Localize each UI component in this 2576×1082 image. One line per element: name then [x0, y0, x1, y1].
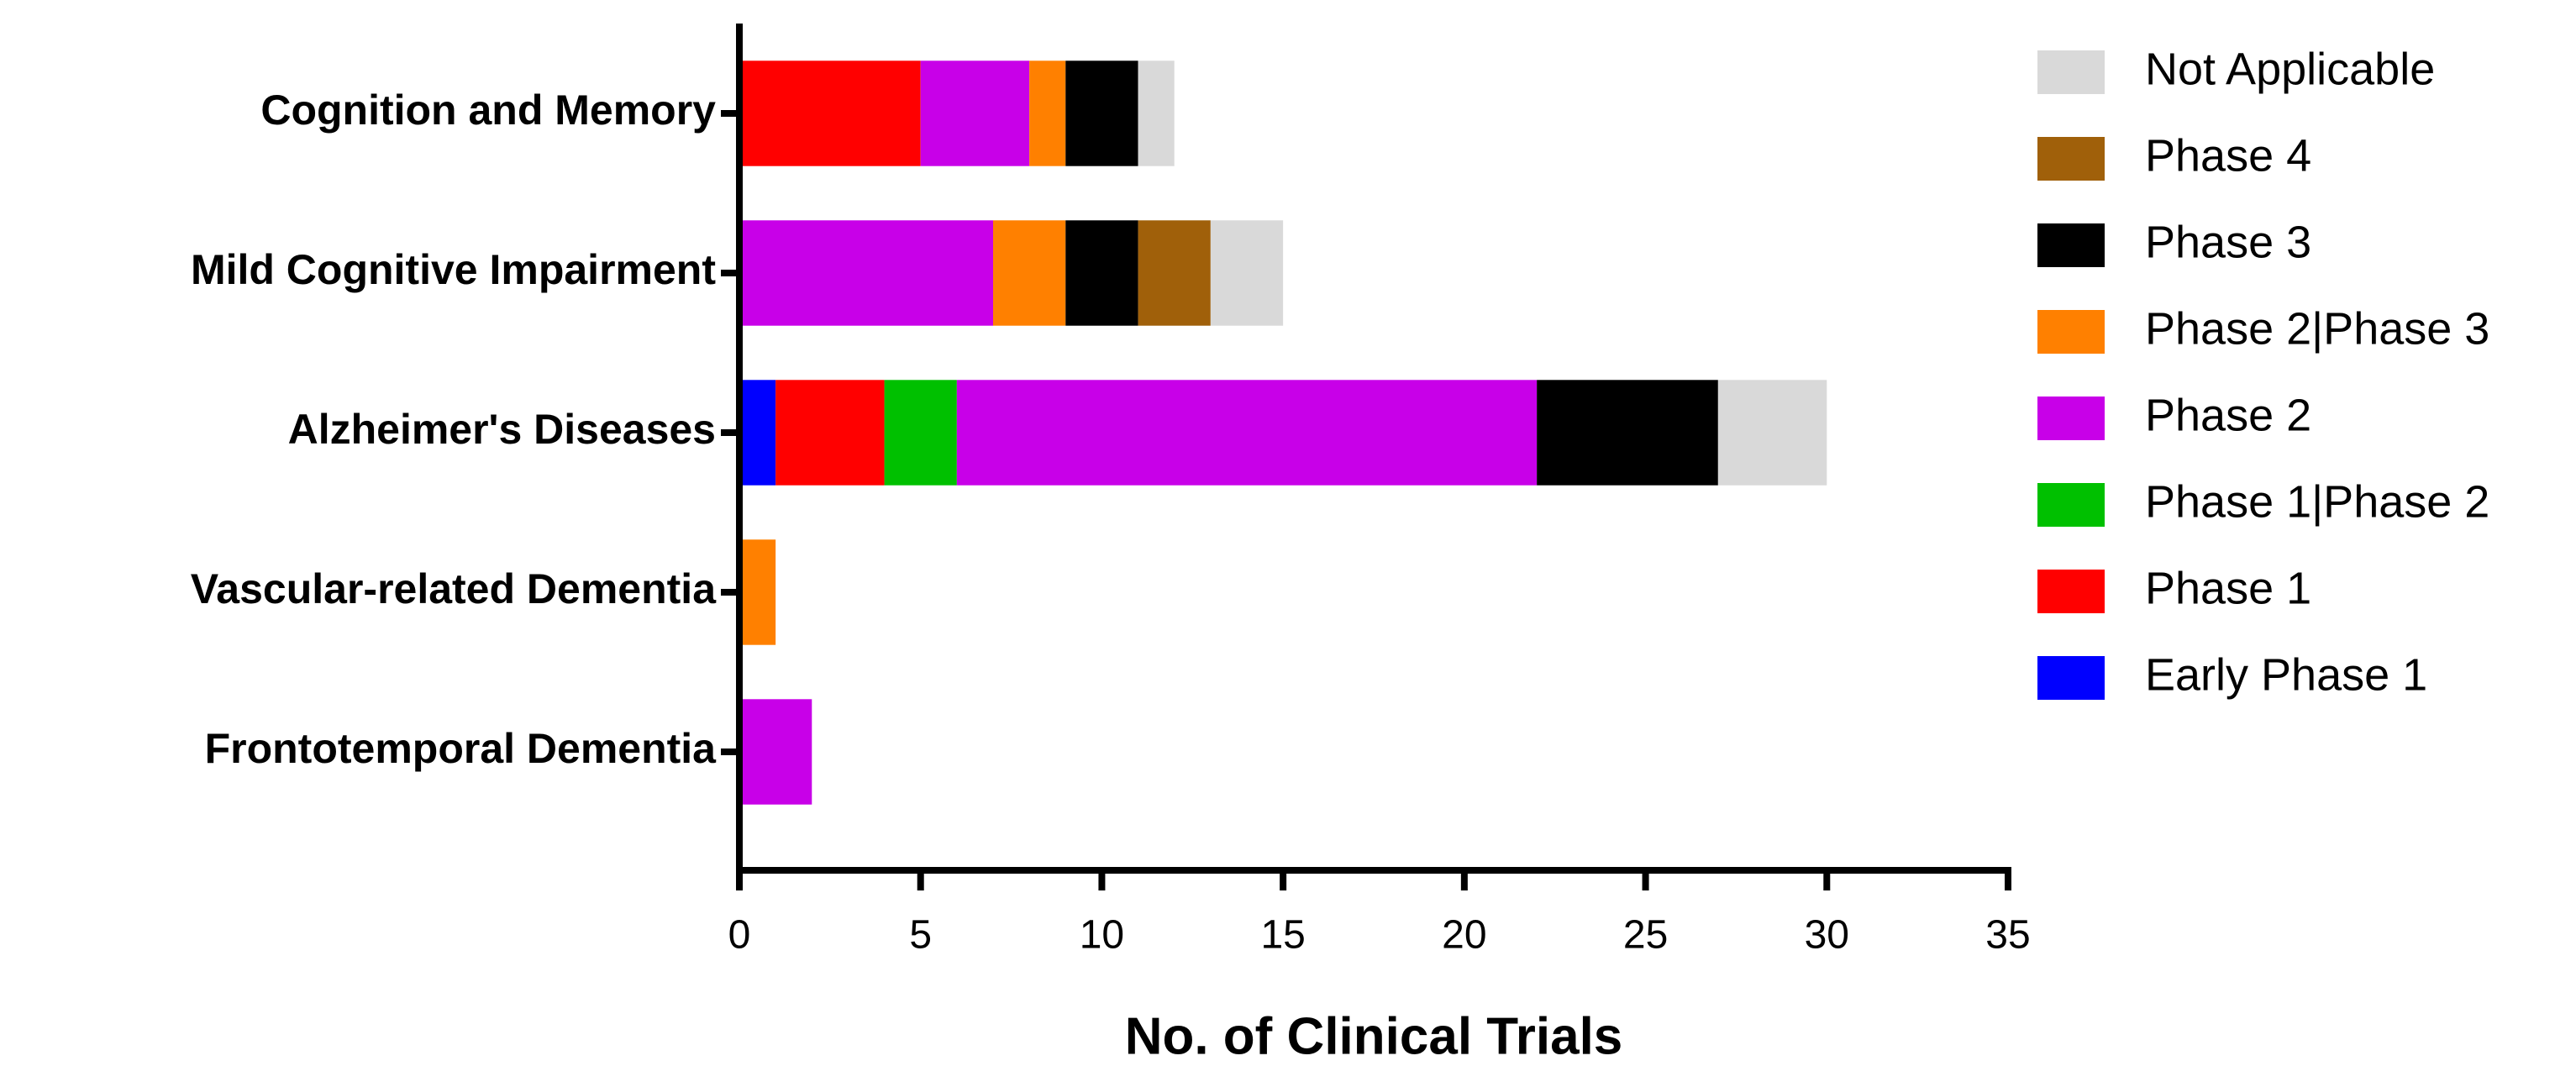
bar-segment [1138, 220, 1211, 326]
bar-segment [1210, 220, 1284, 326]
legend-swatch [2037, 310, 2105, 354]
x-axis-title: No. of Clinical Trials [1125, 1007, 1623, 1065]
bar-segment [956, 380, 1538, 486]
legend-label: Phase 2|Phase 3 [2145, 303, 2489, 354]
legend-swatch [2037, 50, 2105, 94]
legend-label: Not Applicable [2145, 44, 2435, 94]
bar-segment [1537, 380, 1718, 486]
bar-segment [993, 220, 1066, 326]
legend-label: Phase 2 [2145, 390, 2311, 440]
bar-segment [884, 380, 957, 486]
category-label: Alzheimer's Diseases [288, 406, 716, 453]
x-tick-label: 30 [1805, 913, 1849, 958]
bar-segment [1065, 220, 1138, 326]
bar-segment [739, 539, 776, 645]
x-tick-label: 15 [1260, 913, 1305, 958]
x-tick-label: 5 [909, 913, 932, 958]
x-tick-label: 10 [1080, 913, 1124, 958]
category-label: Cognition and Memory [260, 87, 716, 134]
x-tick-label: 20 [1442, 913, 1486, 958]
x-tick-label: 35 [1985, 913, 2030, 958]
legend-label: Phase 1 [2145, 563, 2311, 613]
legend-swatch [2037, 223, 2105, 267]
legend-swatch [2037, 137, 2105, 181]
bar-segment [1717, 380, 1827, 486]
bar-segment [920, 60, 1030, 166]
category-label: Vascular-related Dementia [191, 565, 717, 612]
bar-segment [1065, 60, 1138, 166]
legend-swatch [2037, 656, 2105, 700]
legend-swatch [2037, 570, 2105, 613]
legend-swatch [2037, 397, 2105, 440]
bar-segment [739, 220, 993, 326]
legend-label: Phase 4 [2145, 130, 2311, 181]
legend-label: Early Phase 1 [2145, 649, 2427, 700]
bar-segment [775, 380, 885, 486]
bar-segment [739, 380, 776, 486]
x-tick-label: 0 [728, 913, 751, 958]
bar-segment [1138, 60, 1175, 166]
category-label: Frontotemporal Dementia [205, 725, 718, 772]
legend-label: Phase 1|Phase 2 [2145, 476, 2489, 527]
bar-segment [739, 699, 812, 805]
legend-label: Phase 3 [2145, 217, 2311, 267]
legend-swatch [2037, 483, 2105, 527]
bar-segment [1029, 60, 1066, 166]
category-label: Mild Cognitive Impairment [191, 246, 716, 293]
x-tick-label: 25 [1623, 913, 1668, 958]
bar-segment [739, 60, 921, 166]
